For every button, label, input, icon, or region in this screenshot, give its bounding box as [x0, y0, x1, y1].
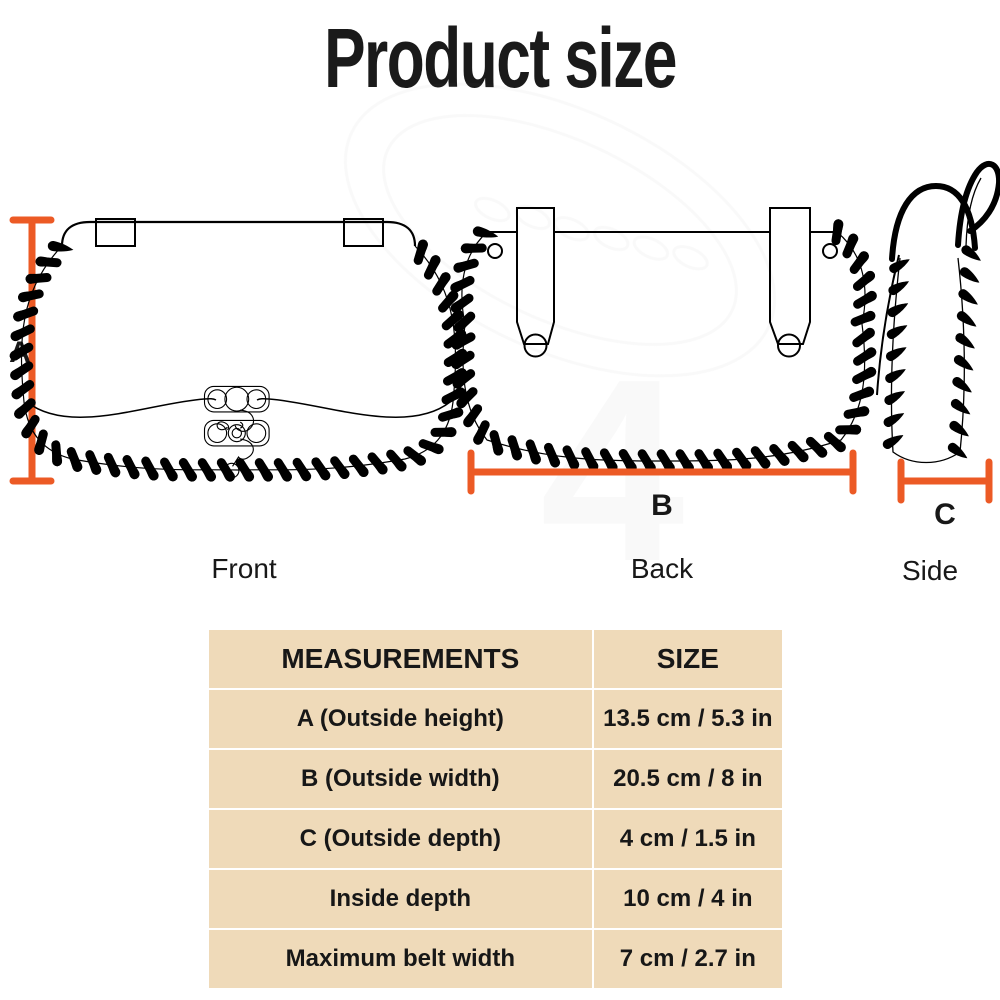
svg-text:Front: Front	[211, 553, 277, 584]
svg-text:C: C	[934, 498, 956, 531]
svg-text:Side: Side	[902, 555, 958, 586]
svg-text:B: B	[651, 489, 673, 522]
svg-text:Back: Back	[631, 553, 694, 584]
